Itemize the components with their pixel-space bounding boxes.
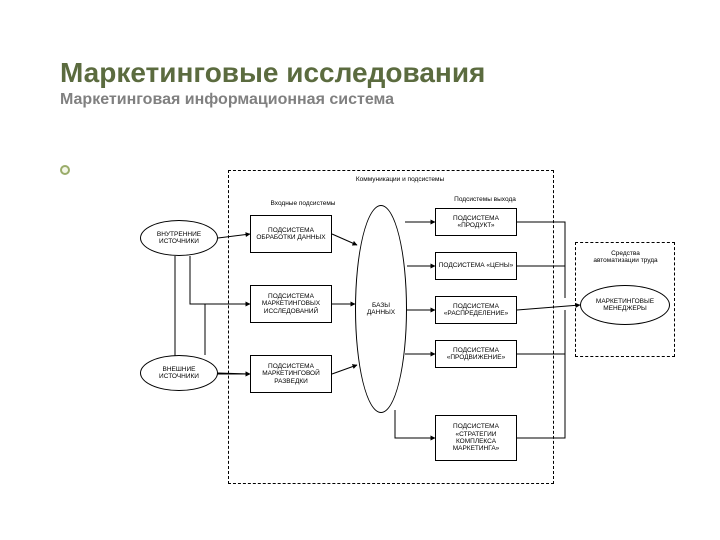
node-external-sources: ВНЕШНИЕ ИСТОЧНИКИ <box>140 355 218 391</box>
node-promotion: ПОДСИСТЕМА «ПРОДВИЖЕНИЕ» <box>435 340 517 368</box>
label-automation: Средства автоматизации труда <box>588 250 663 264</box>
node-strategy: ПОДСИСТЕМА «СТРАТЕГИИ КОМПЛЕКСА МАРКЕТИН… <box>435 415 517 461</box>
label-communications: Коммуникации и подсистемы <box>340 176 460 183</box>
page-subtitle: Маркетинговая информационная система <box>60 91 485 109</box>
label-output-subsystems: Подсистемы выхода <box>440 196 530 203</box>
page-title: Маркетинговые исследования <box>60 58 485 89</box>
diagram-container: Коммуникации и подсистемы Входные подсис… <box>140 160 680 490</box>
label-input-subsystems: Входные подсистемы <box>258 200 348 207</box>
node-database: БАЗЫ ДАННЫХ <box>355 205 407 413</box>
node-price: ПОДСИСТЕМА «ЦЕНЫ» <box>435 252 517 280</box>
node-intelligence: ПОДСИСТЕМА МАРКЕТИНГОВОЙ РАЗВЕДКИ <box>250 355 332 393</box>
bullet-icon <box>60 165 70 175</box>
node-internal-sources: ВНУТРЕННИЕ ИСТОЧНИКИ <box>140 220 218 256</box>
node-research: ПОДСИСТЕМА МАРКЕТИНГОВЫХ ИССЛЕДОВАНИЙ <box>250 285 332 323</box>
node-distribution: ПОДСИСТЕМА «РАСПРЕДЕЛЕНИЕ» <box>435 296 517 324</box>
node-managers: МАРКЕТИНГОВЫЕ МЕНЕДЖЕРЫ <box>580 285 670 325</box>
title-block: Маркетинговые исследования Маркетинговая… <box>60 58 485 109</box>
node-processing: ПОДСИСТЕМА ОБРАБОТКИ ДАННЫХ <box>250 215 332 253</box>
node-product: ПОДСИСТЕМА «ПРОДУКТ» <box>435 208 517 236</box>
